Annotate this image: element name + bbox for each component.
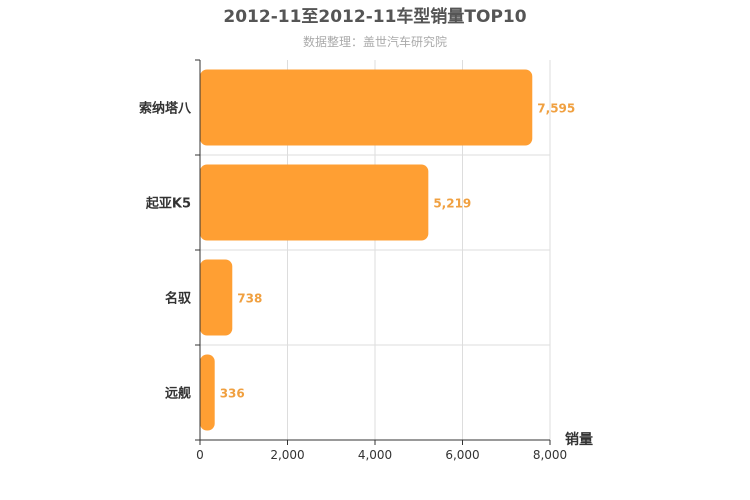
x-tick-label: 2,000 — [270, 448, 304, 462]
category-label: 起亚K5 — [145, 196, 191, 212]
x-tick-label: 0 — [196, 448, 204, 462]
data-label: 336 — [220, 387, 245, 401]
bars: 7,595 5,219 738 336 — [200, 69, 575, 431]
data-label: 738 — [237, 292, 262, 306]
x-axis-title: 销量 — [565, 431, 593, 448]
bar — [200, 69, 533, 146]
chart-subtitle: 数据整理：盖世汽车研究院 — [303, 34, 447, 49]
x-tick-label: 8,000 — [533, 448, 567, 462]
x-tick-label: 4,000 — [358, 448, 392, 462]
chart-title: 2012-11至2012-11车型销量TOP10 — [223, 6, 526, 27]
category-label: 远舰 — [165, 386, 191, 402]
category-label: 索纳塔八 — [139, 101, 192, 117]
data-label: 5,219 — [433, 197, 471, 211]
bar — [200, 354, 215, 431]
category-label: 名驭 — [165, 291, 192, 307]
bar — [200, 164, 429, 241]
x-tick-label: 6,000 — [445, 448, 479, 462]
bar — [200, 259, 233, 336]
data-label: 7,595 — [537, 102, 575, 116]
